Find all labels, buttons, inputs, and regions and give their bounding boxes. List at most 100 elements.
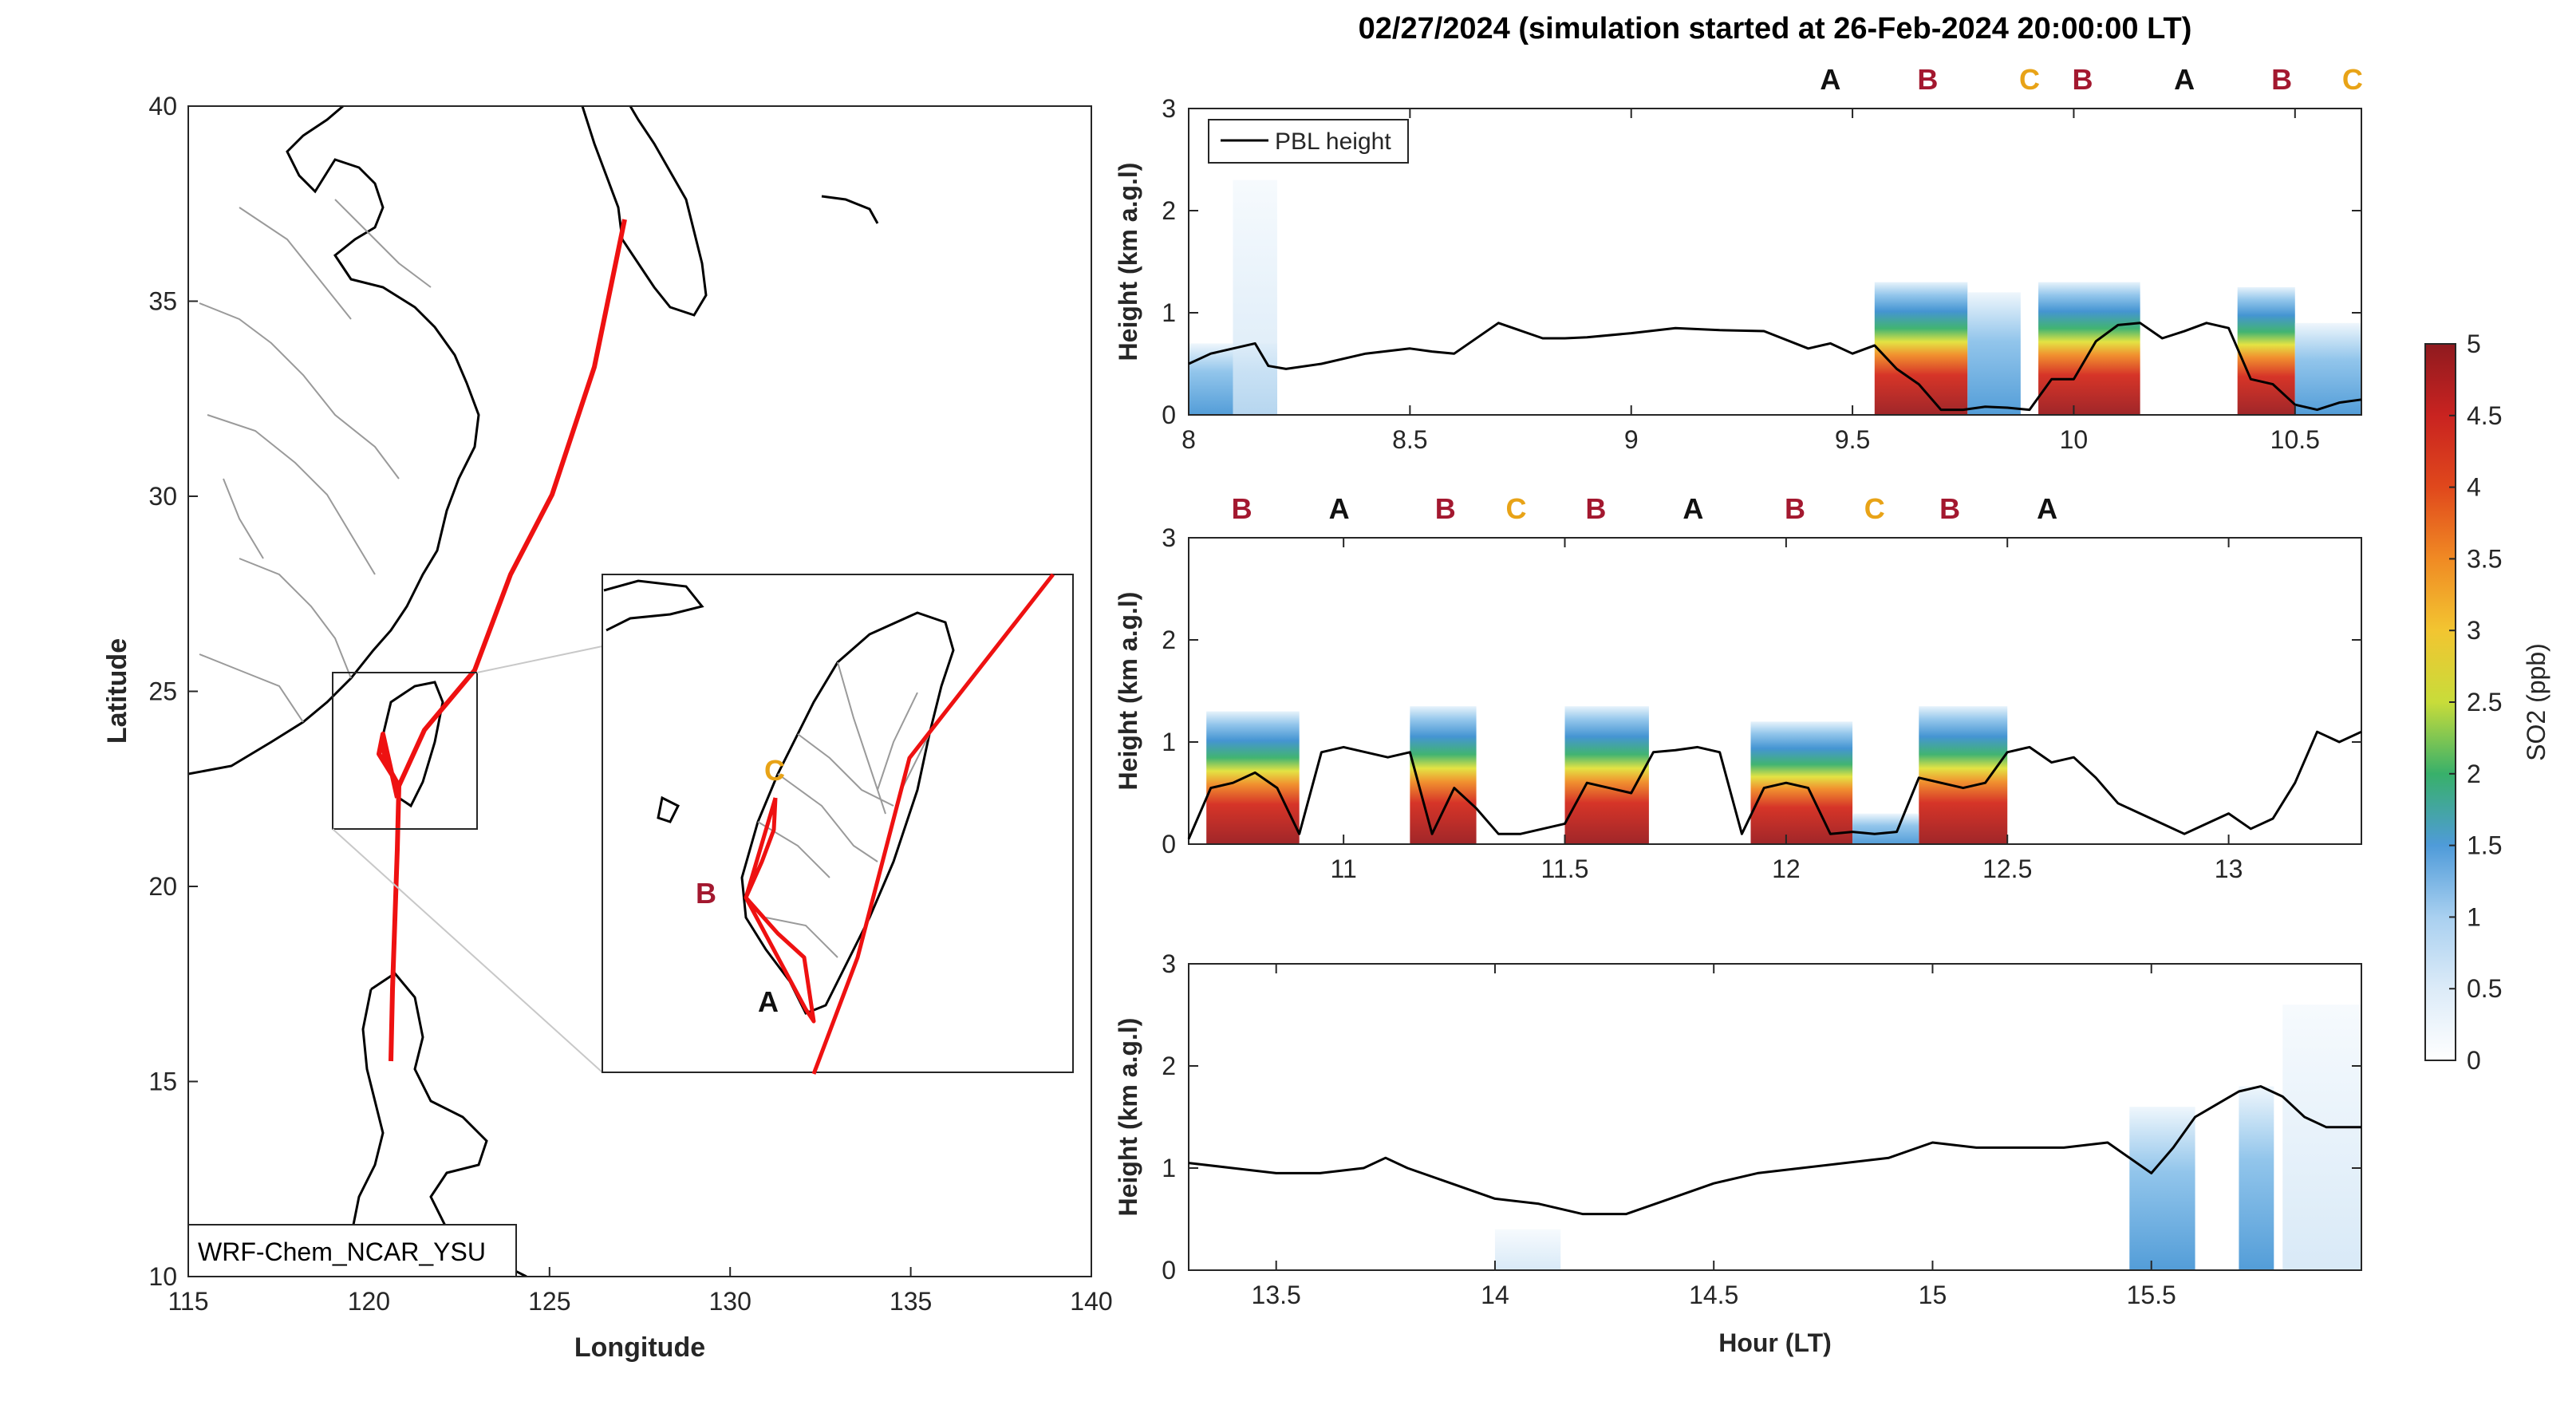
map-xtick-label: 135 xyxy=(890,1287,932,1316)
pbl-legend: PBL height xyxy=(1208,119,1409,164)
xtick-label: 14 xyxy=(1481,1281,1509,1309)
xtick-label: 11.5 xyxy=(1541,855,1589,883)
site-label-c: C xyxy=(1505,492,1526,525)
curtain-ylabel: Height (km a.g.l) xyxy=(1114,592,1142,791)
china-coastline xyxy=(188,106,480,776)
xtick-label: 13 xyxy=(2215,855,2243,883)
pbl-height-line xyxy=(1188,322,2362,412)
xtick-label: 15 xyxy=(1919,1281,1947,1309)
colorbar-tick-label: 0 xyxy=(2467,1046,2481,1075)
so2-patch xyxy=(2294,322,2361,415)
map-ytick-label: 15 xyxy=(148,1068,177,1096)
inset-penghu xyxy=(657,795,680,823)
ytick-label: 2 xyxy=(1162,626,1176,654)
legend-entry-pbl: PBL height xyxy=(1275,128,1391,155)
curtain-xlabel: Hour (LT) xyxy=(1718,1328,1832,1357)
site-label-b: B xyxy=(1939,492,1960,525)
map-ytick-label: 10 xyxy=(148,1262,177,1291)
map-ytick-label: 40 xyxy=(148,92,177,120)
site-label-b: B xyxy=(1435,492,1456,525)
ytick-label: 0 xyxy=(1162,401,1176,429)
so2-patch xyxy=(2237,287,2295,415)
site-label-b: B xyxy=(1585,492,1606,525)
inset-county-boundaries xyxy=(757,661,930,958)
zoom-box xyxy=(332,672,478,830)
curtain-ylabel: Height (km a.g.l) xyxy=(1114,1018,1142,1217)
map-ylabel: Latitude xyxy=(102,638,132,744)
site-label-a: A xyxy=(1682,492,1703,525)
site-label-a: A xyxy=(1820,63,1840,96)
inset-label-b: B xyxy=(696,877,716,910)
site-label-a: A xyxy=(2037,492,2057,525)
so2-patch xyxy=(1410,706,1477,844)
so2-patch xyxy=(1967,292,2021,415)
xtick-label: 8.5 xyxy=(1392,425,1427,454)
site-label-c: C xyxy=(2342,63,2363,96)
xtick-label: 15.5 xyxy=(2127,1281,2176,1309)
so2-patch xyxy=(2239,1086,2274,1270)
colorbar-tick-label: 1 xyxy=(2467,902,2481,931)
map-y-ticks: 10 15 20 25 30 35 40 xyxy=(148,92,198,1291)
model-label-box xyxy=(187,1224,517,1277)
so2-patch xyxy=(1206,711,1300,844)
xtick-label: 12 xyxy=(1772,855,1801,883)
xtick-label: 9 xyxy=(1624,425,1639,454)
map-coastlines xyxy=(188,106,879,1277)
map-ytick-label: 20 xyxy=(148,872,177,901)
colorbar-tick-label: 3 xyxy=(2467,616,2481,645)
japan-coastline xyxy=(821,195,879,224)
zoom-connector-bottom xyxy=(332,828,603,1073)
colorbar-tick-label: 5 xyxy=(2467,330,2481,358)
map-xtick-label: 115 xyxy=(168,1287,208,1316)
site-label-b: B xyxy=(2271,63,2292,96)
figure-title: 02/27/2024 (simulation started at 26-Feb… xyxy=(1359,12,2192,45)
trajectory-map: 115 120 125 130 135 140 10 15 20 25 30 35 40 Longit… xyxy=(102,92,1113,1363)
ytick-label: 0 xyxy=(1162,830,1176,858)
colorbar-tick-label: 1.5 xyxy=(2467,831,2502,860)
ytick-label: 2 xyxy=(1162,1052,1176,1080)
colorbar-label: SO2 (ppb) xyxy=(2522,643,2550,761)
site-label-a: A xyxy=(1329,492,1350,525)
xtick-label: 10.5 xyxy=(2270,425,2320,454)
so2-colorbar: 0 0.5 1 1.5 2 2.5 3 3.5 4 4.5 5 SO2 (ppb) xyxy=(2424,330,2550,1075)
flight-track-detail xyxy=(377,732,401,799)
inset-track-main xyxy=(811,573,1055,1075)
so2-patch xyxy=(1494,1229,1561,1270)
colorbar-tick-label: 3.5 xyxy=(2467,544,2502,573)
pbl-height-line xyxy=(1187,730,2362,840)
model-label: WRF-Chem_NCAR_YSU xyxy=(198,1237,486,1266)
flight-track xyxy=(389,219,627,1062)
map-x-ticks: 115 120 125 130 135 140 xyxy=(168,1267,1113,1316)
ytick-label: 3 xyxy=(1162,523,1176,552)
colorbar-tick-label: 4 xyxy=(2467,473,2481,502)
ytick-label: 1 xyxy=(1162,728,1176,756)
taiwan-coastline xyxy=(380,681,444,808)
map-ytick-label: 35 xyxy=(148,287,177,316)
ytick-label: 1 xyxy=(1162,1154,1176,1182)
xtick-label: 11 xyxy=(1331,855,1357,883)
province-boundaries xyxy=(199,199,432,723)
xtick-label: 13.5 xyxy=(1252,1281,1301,1309)
so2-patch xyxy=(2282,1004,2361,1270)
ytick-label: 2 xyxy=(1162,196,1176,225)
inset-frame xyxy=(602,574,1074,1073)
map-ytick-label: 25 xyxy=(148,677,177,706)
so2-patch xyxy=(1874,282,1968,415)
so2-patch xyxy=(1750,721,1853,844)
ytick-label: 1 xyxy=(1162,298,1176,327)
map-xtick-label: 120 xyxy=(348,1287,390,1316)
ytick-label: 3 xyxy=(1162,94,1176,123)
so2-patch xyxy=(2038,282,2140,415)
xtick-label: 9.5 xyxy=(1835,425,1870,454)
curtain-axes-frame xyxy=(1188,537,2362,845)
inset-mainland-coast xyxy=(603,579,704,632)
pbl-height-line xyxy=(1188,1085,2361,1216)
ytick-label: 3 xyxy=(1162,949,1176,978)
map-xtick-label: 140 xyxy=(1070,1287,1112,1316)
taiwan-inset: C B A xyxy=(602,573,1074,1075)
xtick-label: 12.5 xyxy=(1982,855,2032,883)
colorbar-ticks: 0 0.5 1 1.5 2 2.5 3 3.5 4 4.5 5 xyxy=(2449,330,2502,1075)
site-label-b: B xyxy=(2073,63,2093,96)
